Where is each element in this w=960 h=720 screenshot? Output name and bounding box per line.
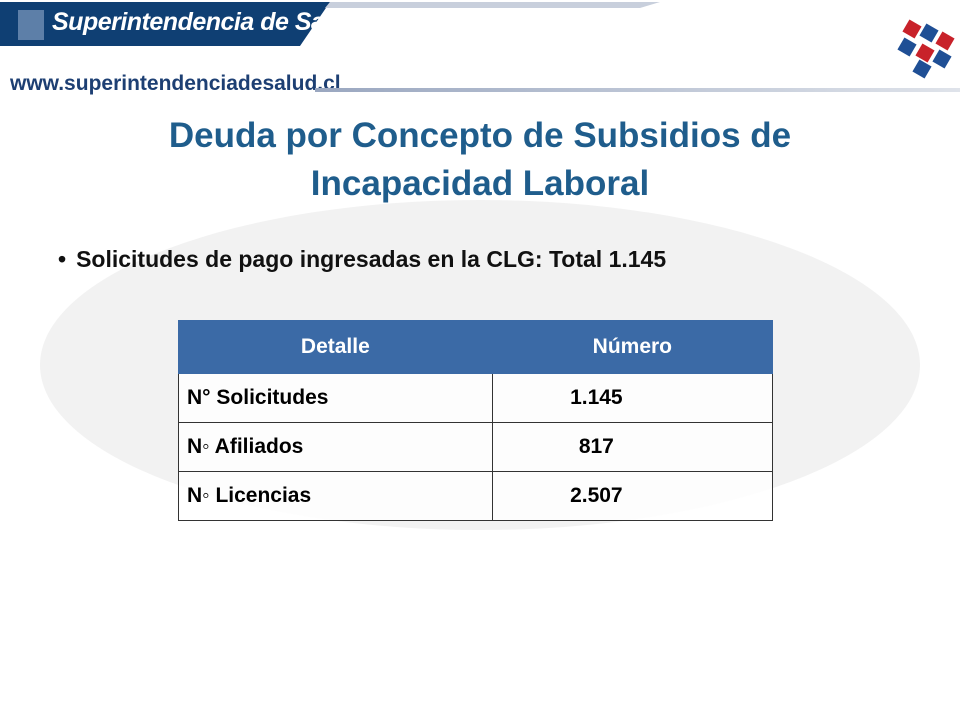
logo bbox=[897, 19, 955, 79]
header-row: Detalle Número bbox=[178, 320, 774, 374]
rule bbox=[315, 88, 960, 92]
column-header: Número bbox=[491, 320, 774, 374]
bullet: Solicitudes de pago ingresadas en la CLG… bbox=[58, 246, 666, 273]
column-header: Detalle bbox=[178, 320, 493, 374]
brand: Superintendencia de Salud bbox=[52, 8, 361, 36]
cell: 817 bbox=[491, 422, 774, 472]
table: Detalle Número N° Solicitudes 1.145 N◦ A… bbox=[178, 320, 774, 521]
row: N° Solicitudes 1.145 bbox=[178, 373, 774, 423]
cell: N° Solicitudes bbox=[178, 373, 493, 423]
cell: 2.507 bbox=[491, 471, 774, 521]
title: Deuda por Concepto de Subsidios de Incap… bbox=[168, 116, 792, 203]
header-graphics bbox=[0, 2, 955, 79]
cell: 1.145 bbox=[491, 373, 774, 423]
url: www.superintendenciadesalud.cl bbox=[10, 72, 341, 95]
cell: N◦ Licencias bbox=[178, 471, 493, 521]
row: N◦ Licencias 2.507 bbox=[178, 471, 774, 521]
cell: N◦ Afiliados bbox=[178, 422, 493, 472]
row: N◦ Afiliados 817 bbox=[178, 422, 774, 472]
